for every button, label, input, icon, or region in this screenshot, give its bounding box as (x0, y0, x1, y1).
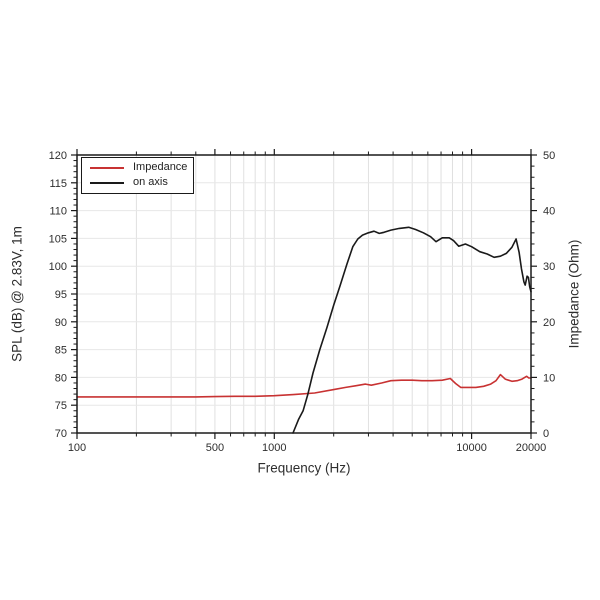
y-left-tick-label: 90 (55, 317, 67, 329)
y-right-tick-label: 40 (543, 206, 555, 218)
y-right-tick-label: 10 (543, 372, 555, 384)
y-left-tick-label: 120 (49, 150, 67, 162)
y-left-tick-label: 105 (49, 233, 67, 245)
y-left-tick-label: 80 (55, 372, 67, 384)
y-left-tick-label: 75 (55, 400, 67, 412)
on-axis-line-swatch (90, 181, 124, 184)
y-axis-label-right: Impedance (Ohm) (566, 239, 582, 349)
curve-impedance (76, 373, 532, 398)
y-right-tick-label: 0 (543, 428, 549, 440)
x-tick-label: 20000 (516, 442, 547, 454)
y-left-tick-label: 110 (49, 206, 67, 218)
y-left-tick-label: 95 (55, 289, 67, 301)
y-right-tick-label: 50 (543, 150, 555, 162)
y-left-tick-label: 115 (49, 178, 67, 190)
legend: Impedance on axis (81, 157, 194, 194)
legend-label-impedance: Impedance (133, 161, 188, 173)
x-tick-label: 10000 (456, 442, 487, 454)
legend-item-impedance: Impedance (90, 161, 187, 174)
y-right-tick-label: 30 (543, 261, 555, 273)
legend-item-on-axis: on axis (90, 176, 187, 189)
y-right-tick-label: 20 (543, 317, 555, 329)
x-tick-label: 100 (68, 442, 86, 454)
x-tick-label: 1000 (262, 442, 286, 454)
y-axis-label-left: SPL (dB) @ 2.83V, 1m (9, 226, 25, 362)
y-left-tick-label: 100 (49, 261, 67, 273)
x-tick-label: 500 (206, 442, 224, 454)
impedance-line-swatch (90, 166, 124, 169)
legend-label-on-axis: on axis (133, 176, 168, 188)
curve-on-axis (292, 226, 532, 434)
y-left-tick-label: 85 (55, 345, 67, 357)
y-left-tick-label: 70 (55, 428, 67, 440)
x-axis-label: Frequency (Hz) (257, 460, 351, 476)
